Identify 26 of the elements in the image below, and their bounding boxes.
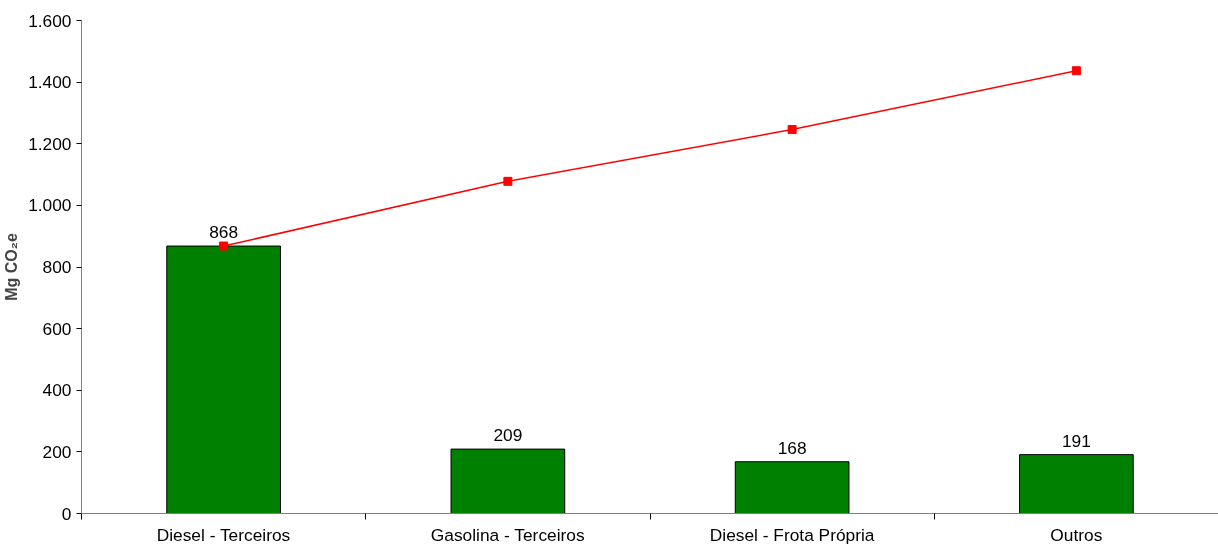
y-tick-label: 200: [42, 441, 72, 462]
y-tick-label: 1.000: [28, 195, 72, 216]
data-label: 209: [493, 425, 523, 446]
point: [787, 125, 797, 135]
x-tick-label: Diesel - Terceiros: [156, 524, 291, 545]
y-tick-label: 600: [42, 318, 72, 339]
point: [219, 241, 229, 251]
x-tick-label: Gasolina - Terceiros: [430, 524, 585, 545]
x-tick-label: Diesel - Frota Própria: [709, 524, 875, 545]
bar: [734, 461, 850, 514]
bar: [450, 448, 566, 514]
bar: [166, 245, 281, 514]
y-tick-label: 1.400: [28, 72, 72, 93]
point: [503, 176, 513, 186]
data-label: 868: [209, 222, 239, 243]
y-axis-title: Mg CO₂e: [3, 233, 21, 301]
y-tick-label: 0: [61, 503, 72, 524]
y-tick-label: 400: [42, 380, 72, 401]
point: [1071, 66, 1081, 76]
y-tick-label: 1.200: [28, 133, 72, 154]
data-label: 191: [1061, 430, 1091, 451]
x-tick-label: Outros: [1050, 524, 1103, 545]
y-tick-label: 1.600: [28, 10, 72, 31]
y-tick-label: 800: [42, 257, 72, 277]
bar: [1019, 454, 1134, 514]
data-label: 168: [777, 437, 807, 458]
